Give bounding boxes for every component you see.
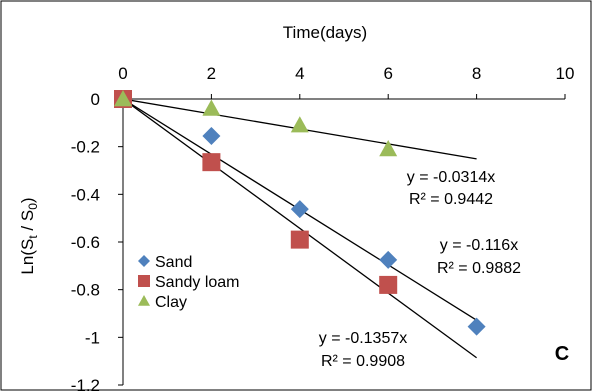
data-point-sand <box>379 250 398 269</box>
y-tick-label: 0 <box>91 90 100 109</box>
y-tick-label: -0.4 <box>71 185 100 204</box>
trend-equation-sand: y = -0.116x <box>440 237 518 254</box>
x-tick-label: 10 <box>556 64 575 83</box>
trend-equation-clay: y = -0.0314x <box>407 169 496 186</box>
x-tick-label: 8 <box>472 64 481 83</box>
x-tick-label: 2 <box>207 64 216 83</box>
trendline-sandy-loam <box>122 98 477 359</box>
plot-area: 0 2 4 6 8 10 0 -0.2 -0.4 -0.6 -0.8 -1 -1.2 <box>71 64 575 391</box>
x-axis-title: Time(days) <box>283 23 367 42</box>
data-point-sandy-loam <box>290 230 309 249</box>
legend-marker-sandy-loam <box>138 275 150 287</box>
y-tick-label: -1.2 <box>71 376 100 391</box>
legend-label-sand: Sand <box>155 254 192 271</box>
panel-label: C <box>555 343 569 365</box>
data-point-clay <box>379 140 398 157</box>
trend-r2-sand: R² = 0.9882 <box>437 260 521 277</box>
legend-label-sandy-loam: Sandy loam <box>155 274 240 291</box>
x-tick-label: 4 <box>295 64 304 83</box>
x-tick-label: 6 <box>383 64 392 83</box>
y-tick-label: -0.8 <box>71 281 100 300</box>
data-point-clay <box>290 116 309 133</box>
y-axis-title: Ln(St / S0) <box>18 197 40 274</box>
data-point-sand <box>467 317 486 336</box>
legend: Sand Sandy loam Clay <box>138 254 240 311</box>
trend-r2-clay: R² = 0.9442 <box>409 191 493 208</box>
data-point-sand <box>290 200 309 219</box>
data-point-clay <box>114 90 132 107</box>
y-tick-label: -1 <box>85 328 100 347</box>
y-tick-label: -0.2 <box>71 138 100 157</box>
legend-marker-clay <box>138 295 150 306</box>
trend-r2-sandy-loam: R² = 0.9908 <box>321 353 405 370</box>
data-point-clay <box>202 99 221 116</box>
y-tick-label: -0.6 <box>71 233 100 252</box>
legend-marker-sand <box>138 255 150 267</box>
legend-label-clay: Clay <box>155 294 187 311</box>
data-point-sandy-loam <box>379 275 398 294</box>
data-point-sand <box>202 126 221 145</box>
data-point-sandy-loam <box>202 153 221 172</box>
trend-equation-sandy-loam: y = -0.1357x <box>319 330 408 347</box>
x-tick-label: 0 <box>118 64 127 83</box>
